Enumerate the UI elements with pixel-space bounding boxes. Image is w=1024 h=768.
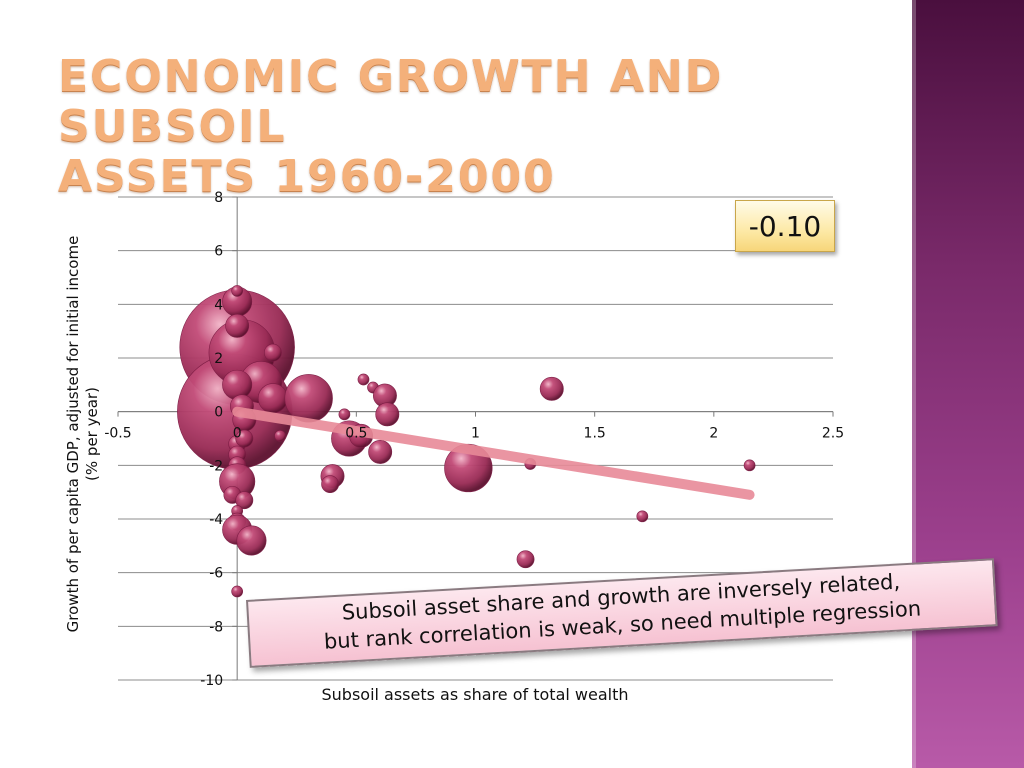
trendline bbox=[232, 406, 755, 500]
y-tick-label-8: -8 bbox=[209, 619, 223, 635]
bubble-point-38 bbox=[539, 376, 564, 401]
x-tick-label-0: -0.5 bbox=[104, 426, 131, 442]
y-tick-label-0: 8 bbox=[214, 190, 223, 206]
x-tick-label-4: 1.5 bbox=[584, 426, 606, 442]
decorative-side-band bbox=[912, 0, 1024, 768]
bubble-point-8 bbox=[284, 374, 333, 423]
slide-title-line-2: assets 1960-2000 bbox=[58, 151, 556, 202]
slide-title: Economic growth and subsoil assets 1960-… bbox=[58, 52, 888, 202]
bubble-series bbox=[177, 285, 756, 598]
y-tick-label-2: 4 bbox=[214, 297, 223, 313]
y-tick-label-4: 0 bbox=[214, 405, 223, 421]
y-tick-label-1: 6 bbox=[214, 244, 223, 260]
bubble-point-40 bbox=[636, 510, 649, 523]
bubble-point-25 bbox=[231, 585, 244, 598]
y-axis-label: Growth of per capita GDP, adjusted for i… bbox=[64, 235, 101, 633]
bubble-point-39 bbox=[516, 550, 535, 569]
y-tick-label-9: -10 bbox=[200, 673, 223, 689]
bubble-point-29 bbox=[357, 373, 370, 386]
bubble-point-41 bbox=[743, 459, 756, 472]
bubble-point-28 bbox=[338, 408, 351, 421]
x-tick-label-5: 2 bbox=[709, 426, 718, 442]
slide-title-line-1: Economic growth and subsoil bbox=[58, 51, 724, 152]
bubble-point-5 bbox=[225, 313, 250, 338]
y-tick-label-5: -2 bbox=[209, 458, 223, 474]
trendline-layer bbox=[232, 406, 755, 500]
y-tick-label-6: -4 bbox=[209, 512, 223, 528]
tick-labels: 8 6 4 2 0 -2 -4 -6 -8 -10 -0.5 0 0.5 1 1.5 2 2.5 bbox=[104, 190, 844, 689]
x-tick-label-3: 1 bbox=[471, 426, 480, 442]
y-tick-label-7: -6 bbox=[209, 566, 223, 582]
bubble-point-20 bbox=[235, 491, 254, 510]
correlation-badge: -0.10 bbox=[735, 200, 835, 252]
bubble-point-33 bbox=[368, 439, 393, 464]
x-tick-label-2: 0.5 bbox=[345, 426, 367, 442]
bubble-point-9 bbox=[222, 369, 253, 400]
bubble-point-12 bbox=[264, 343, 282, 362]
bubble-point-15 bbox=[235, 429, 254, 448]
x-tick-label-1: 0 bbox=[233, 426, 242, 442]
bubble-point-4 bbox=[231, 285, 244, 297]
x-tick-label-6: 2.5 bbox=[822, 426, 844, 442]
bubble-point-13 bbox=[274, 429, 286, 442]
bubble-point-24 bbox=[236, 525, 267, 556]
bubble-point-32 bbox=[375, 402, 400, 427]
y-tick-label-3: 2 bbox=[214, 351, 223, 367]
bubble-point-7 bbox=[257, 383, 288, 414]
x-axis-label: Subsoil assets as share of total wealth bbox=[321, 685, 628, 704]
bubble-point-35 bbox=[321, 475, 340, 494]
